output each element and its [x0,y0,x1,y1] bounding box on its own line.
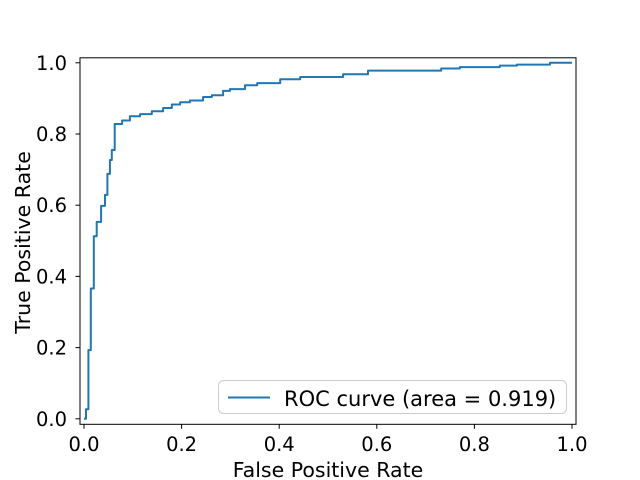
axes-spines [79,57,577,425]
y-tick-label-5: 1.0 [36,52,67,75]
x-tick-label-1: 0.2 [166,433,197,456]
y-tick-label-4: 0.8 [36,123,67,146]
x-tick-marks [83,424,573,429]
legend-frame [218,380,567,414]
x-tick-label-0: 0.0 [68,433,99,456]
x-axis-label: False Positive Rate [233,458,424,480]
y-tick-label-0: 0.0 [36,408,67,431]
y-tick-label-2: 0.4 [36,265,67,288]
y-tick-marks [75,62,80,420]
y-tick-labels: 0.0 0.2 0.4 0.6 0.8 1.0 [36,52,67,431]
x-tick-labels: 0.0 0.2 0.4 0.6 0.8 1.0 [68,433,587,456]
legend-entry-label: ROC curve (area = 0.919) [284,387,556,411]
x-tick-label-2: 0.4 [264,433,295,456]
y-axis-label: True Positive Rate [11,151,35,335]
roc-curve-line [84,61,572,420]
legend: ROC curve (area = 0.919) [218,380,567,414]
x-tick-label-5: 1.0 [556,433,587,456]
y-tick-label-3: 0.6 [36,194,67,217]
x-tick-label-4: 0.8 [459,433,490,456]
y-tick-label-1: 0.2 [36,337,67,360]
x-tick-label-3: 0.6 [361,433,392,456]
